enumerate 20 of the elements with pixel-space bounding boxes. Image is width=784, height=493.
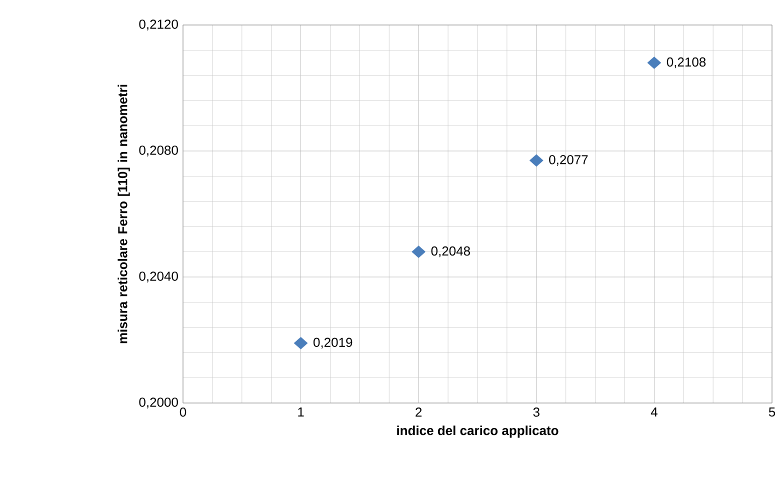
point <box>647 56 662 69</box>
x-axis-title: indice del carico applicato <box>397 426 558 438</box>
x-tick-label: 1 <box>298 408 304 416</box>
data-label: 0,2019 <box>314 338 352 349</box>
y-tick-label: 0,2000 <box>139 398 178 408</box>
y-axis-title: misura reticolare Ferro [110] in nanometri <box>118 84 130 344</box>
y-tick-label: 0,2040 <box>139 272 178 282</box>
y-tick-label: 0,2120 <box>139 20 178 30</box>
x-tick-label: 3 <box>533 408 540 417</box>
x-tick-label: 4 <box>650 408 658 416</box>
data-label: 0,2048 <box>431 246 470 258</box>
point <box>529 154 544 167</box>
x-tick-label: 5 <box>768 408 776 417</box>
data-label: 0,2108 <box>666 57 706 68</box>
point <box>294 336 308 350</box>
data-label: 0,2077 <box>549 155 588 166</box>
x-tick-label: 2 <box>416 408 422 417</box>
x-tick-label: 0 <box>180 408 186 417</box>
point <box>412 246 426 258</box>
y-tick-label: 0,2080 <box>139 146 178 156</box>
